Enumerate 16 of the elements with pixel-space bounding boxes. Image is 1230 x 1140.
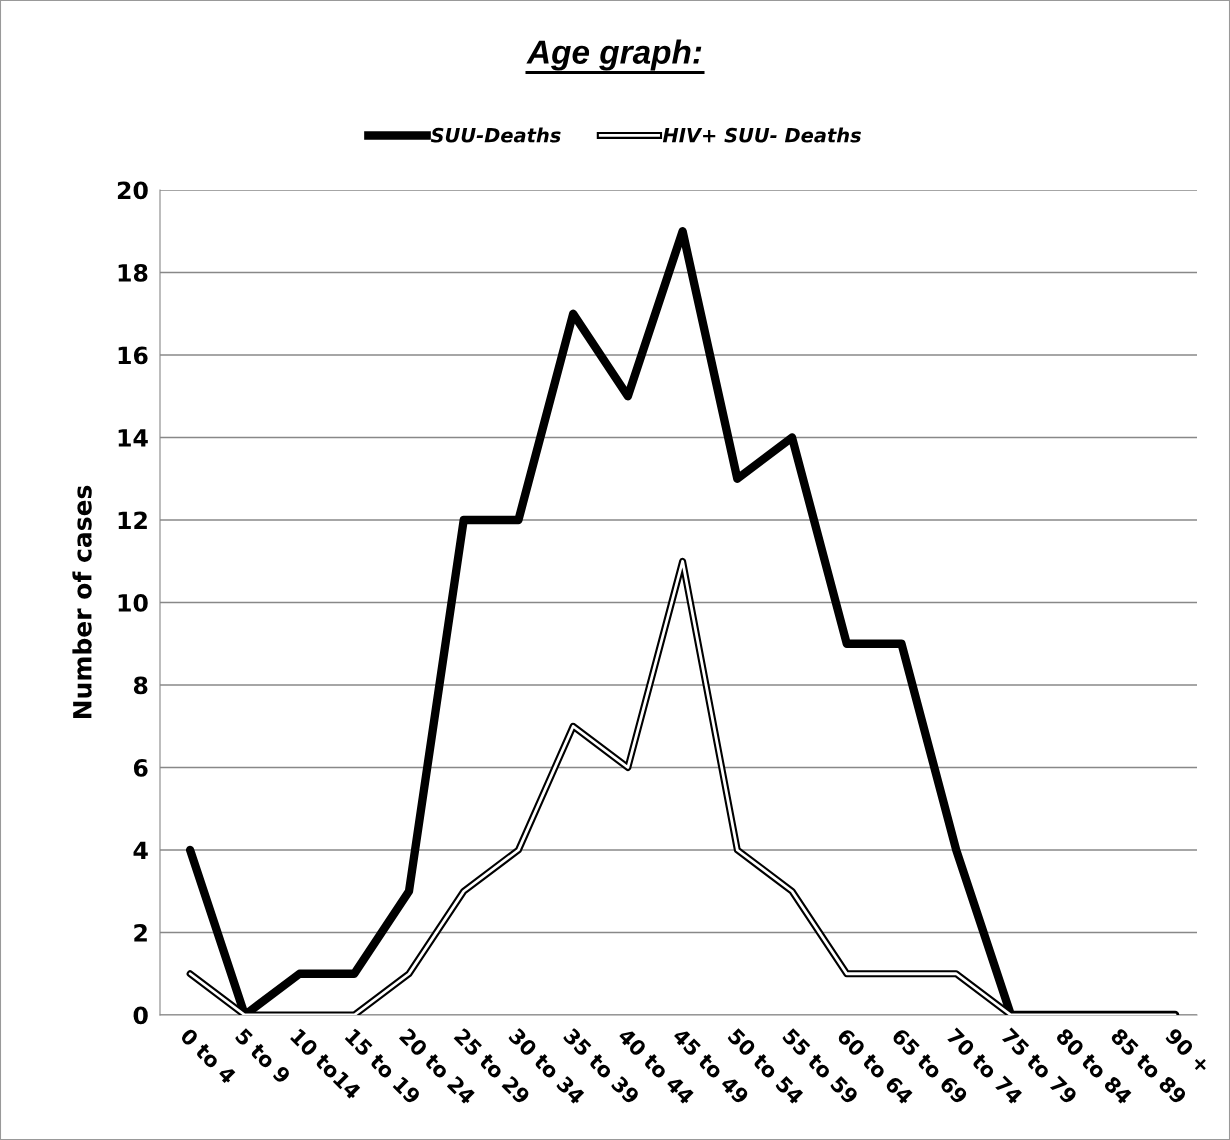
y-tick-label: 12 xyxy=(118,511,147,529)
y-tick-label: 10 xyxy=(118,593,148,612)
legend-label: HIV+ SUU- Deaths xyxy=(662,127,861,143)
y-tick-label: 14 xyxy=(118,429,148,447)
legend-label: SUU-Deaths xyxy=(430,127,561,143)
chart-title: Age graph: xyxy=(526,39,702,71)
x-tick-label: 90 + xyxy=(1164,1027,1212,1074)
y-tick-label: 6 xyxy=(133,758,148,777)
y-tick-label: 4 xyxy=(133,841,148,859)
y-tick-label: 18 xyxy=(118,263,148,282)
y-tick-label: 0 xyxy=(133,1006,148,1025)
y-tick-label: 2 xyxy=(134,923,147,942)
y-axis-title: Number of cases xyxy=(72,485,92,719)
y-tick-label: 16 xyxy=(118,346,148,365)
y-tick-label: 8 xyxy=(133,676,148,695)
y-tick-label: 20 xyxy=(117,181,148,200)
